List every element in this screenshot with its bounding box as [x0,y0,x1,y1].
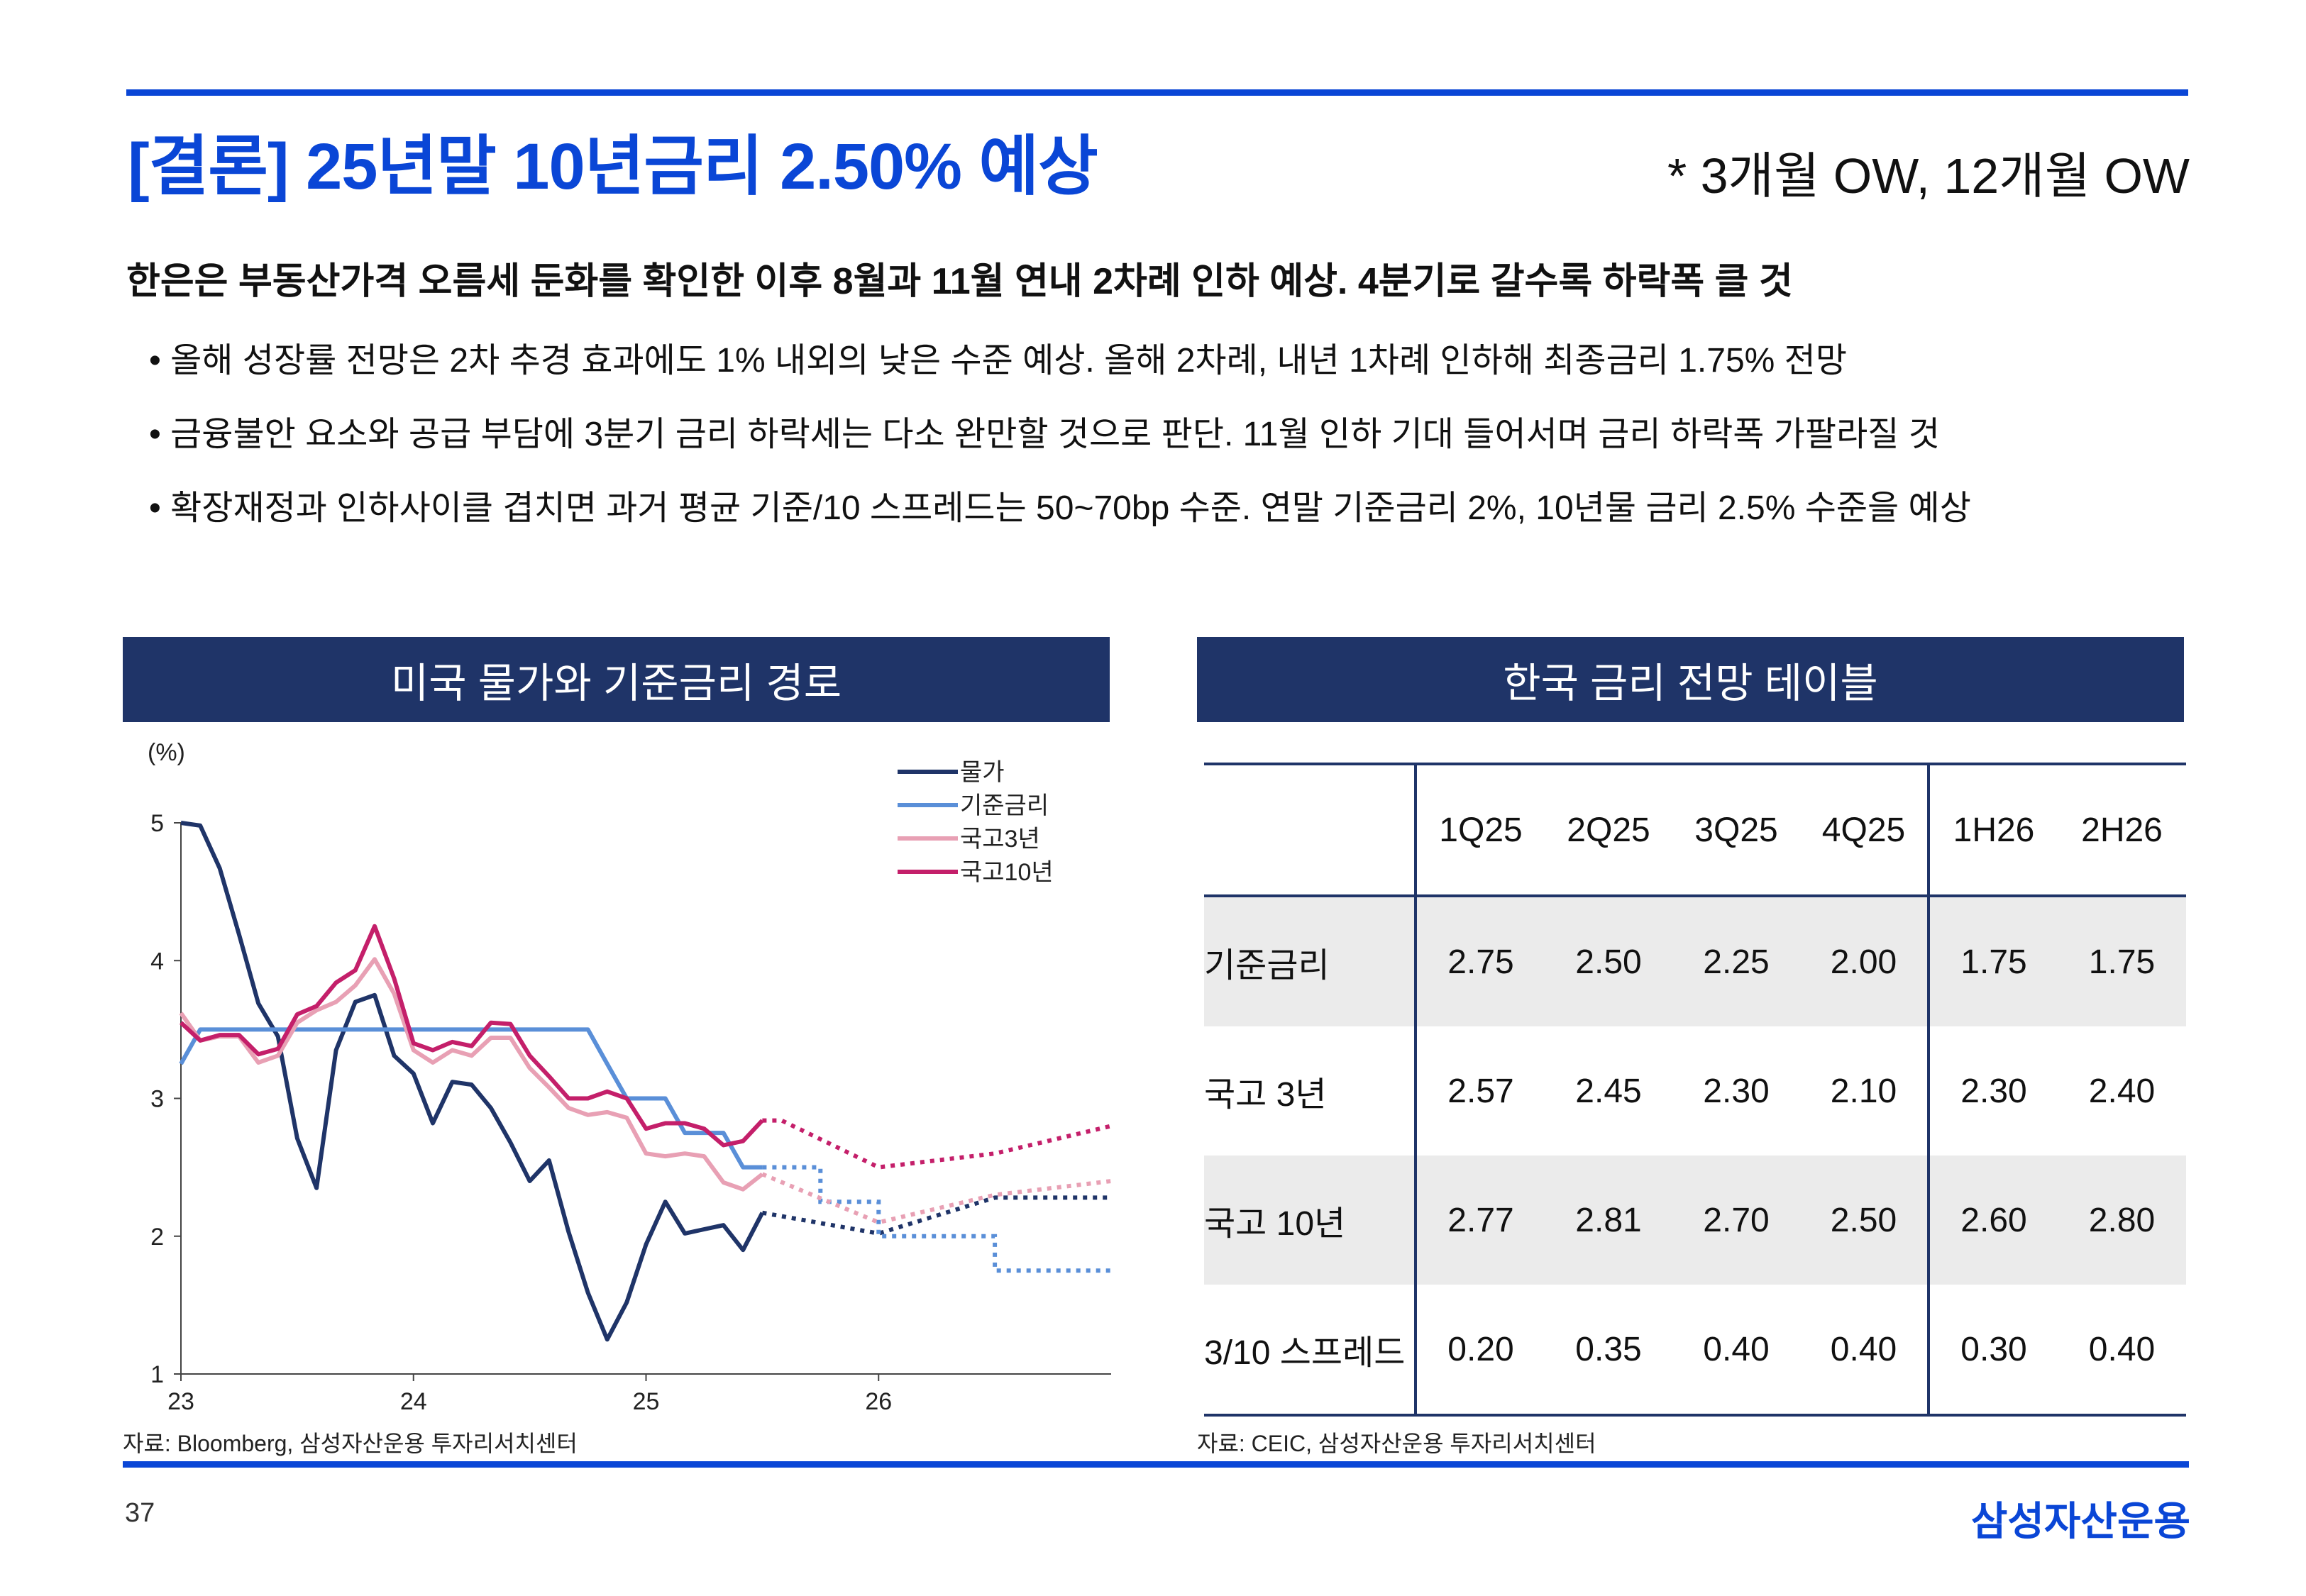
rate-forecast-table: 1Q25 2Q25 3Q25 4Q25 1H26 2H26 기준금리 2.75 … [1204,763,2186,1417]
y-tick-label: 2 [150,1224,164,1251]
table-cell: 2.10 [1800,1026,1930,1156]
y-tick-label: 3 [150,1086,164,1113]
legend-label: 기준금리 [960,792,1049,819]
legend-label: 국고10년 [960,859,1054,886]
headline: 한은은 부동산가격 오름세 둔화를 확인한 이후 8월과 11월 연내 2차례 … [126,261,1793,302]
table-cell: 0.40 [2058,1285,2186,1417]
table-source-note: 자료: CEIC, 삼성자산운용 투자리서치센터 [1197,1431,1596,1456]
table-row: 기준금리 2.75 2.50 2.25 2.00 1.75 1.75 [1204,896,2186,1026]
chart-source-note: 자료: Bloomberg, 삼성자산운용 투자리서치센터 [123,1431,578,1456]
column-header: 4Q25 [1800,763,1930,897]
table-cell: 2.25 [1672,896,1800,1026]
x-tick-label: 26 [865,1388,892,1415]
table-cell: 2.81 [1545,1156,1672,1285]
series-line-4 [179,924,764,1148]
series-forecast-line-1 [761,1195,1111,1236]
page-number: 37 [125,1498,155,1528]
table-cell: 0.30 [1929,1285,2058,1417]
row-label: 기준금리 [1204,896,1417,1026]
table-cell: 1.75 [1929,896,2058,1026]
table-cell: 0.20 [1416,1285,1545,1417]
series-line-3 [179,957,764,1192]
series-forecast-line-3 [761,1172,1112,1225]
table-panel-title: 한국 금리 전망 테이블 [1197,637,2184,722]
table-header-row: 1Q25 2Q25 3Q25 4Q25 1H26 2H26 [1204,763,2186,897]
legend-label: 국고3년 [960,826,1040,853]
bullet-3: • 확장재정과 인하사이클 겹치면 과거 평균 기준/10 스프레드는 50~7… [149,489,1971,527]
x-tick-label: 23 [167,1388,194,1415]
table-corner [1204,763,1417,897]
column-header: 3Q25 [1672,763,1800,897]
column-header: 1Q25 [1416,763,1545,897]
column-header: 2H26 [2058,763,2186,897]
series-forecast-line-2 [762,1165,1111,1273]
y-unit-label: (%) [148,739,185,766]
series-line-2 [179,1027,763,1170]
column-header: 1H26 [1929,763,2058,897]
x-tick-label: 25 [633,1388,660,1415]
brand-logo: 삼성자산운용 [1970,1499,2190,1544]
chart-panel-title: 미국 물가와 기준금리 경로 [123,637,1110,722]
page-title: [결론] 25년말 10년금리 2.50% 예상 [128,131,1098,203]
table-cell: 2.80 [2058,1156,2186,1285]
table-cell: 2.57 [1416,1026,1545,1156]
table-cell: 2.60 [1929,1156,2058,1285]
row-label: 국고 10년 [1204,1156,1417,1285]
table-cell: 1.75 [2058,896,2186,1026]
table-cell: 0.40 [1800,1285,1930,1417]
table-row: 국고 10년 2.77 2.81 2.70 2.50 2.60 2.80 [1204,1156,2186,1285]
table-cell: 2.50 [1800,1156,1930,1285]
bullet-1: • 올해 성장률 전망은 2차 추경 효과에도 1% 내외의 낮은 수준 예상.… [149,342,1847,379]
table-cell: 2.40 [2058,1026,2186,1156]
bottom-rule [123,1461,2189,1468]
series-line-1 [180,821,765,1342]
table-cell: 2.70 [1672,1156,1800,1285]
table-cell: 2.30 [1672,1026,1800,1156]
column-header: 2Q25 [1545,763,1672,897]
table-cell: 2.45 [1545,1026,1672,1156]
table-row: 국고 3년 2.57 2.45 2.30 2.10 2.30 2.40 [1204,1026,2186,1156]
row-label: 국고 3년 [1204,1026,1417,1156]
table-cell: 0.40 [1672,1285,1800,1417]
row-label: 3/10 스프레드 [1204,1285,1417,1417]
table-cell: 2.77 [1416,1156,1545,1285]
y-tick-label: 1 [150,1361,164,1388]
x-tick-label: 24 [400,1388,427,1415]
y-tick-label: 5 [150,810,164,837]
table-cell: 2.30 [1929,1026,2058,1156]
table-cell: 2.00 [1800,896,1930,1026]
bullet-2: • 금융불안 요소와 공급 부담에 3분기 금리 하락세는 다소 완만할 것으로… [149,416,1940,453]
table-cell: 2.75 [1416,896,1545,1026]
table-cell: 0.35 [1545,1285,1672,1417]
table-cell: 2.50 [1545,896,1672,1026]
legend-label: 물가 [960,759,1005,786]
series-forecast-line-4 [762,1118,1112,1170]
y-tick-label: 4 [150,948,164,975]
table-row: 3/10 스프레드 0.20 0.35 0.40 0.40 0.30 0.40 [1204,1285,2186,1417]
top-rule [126,89,2188,96]
rating-tag: * 3개월 OW, 12개월 OW [1667,148,2190,204]
